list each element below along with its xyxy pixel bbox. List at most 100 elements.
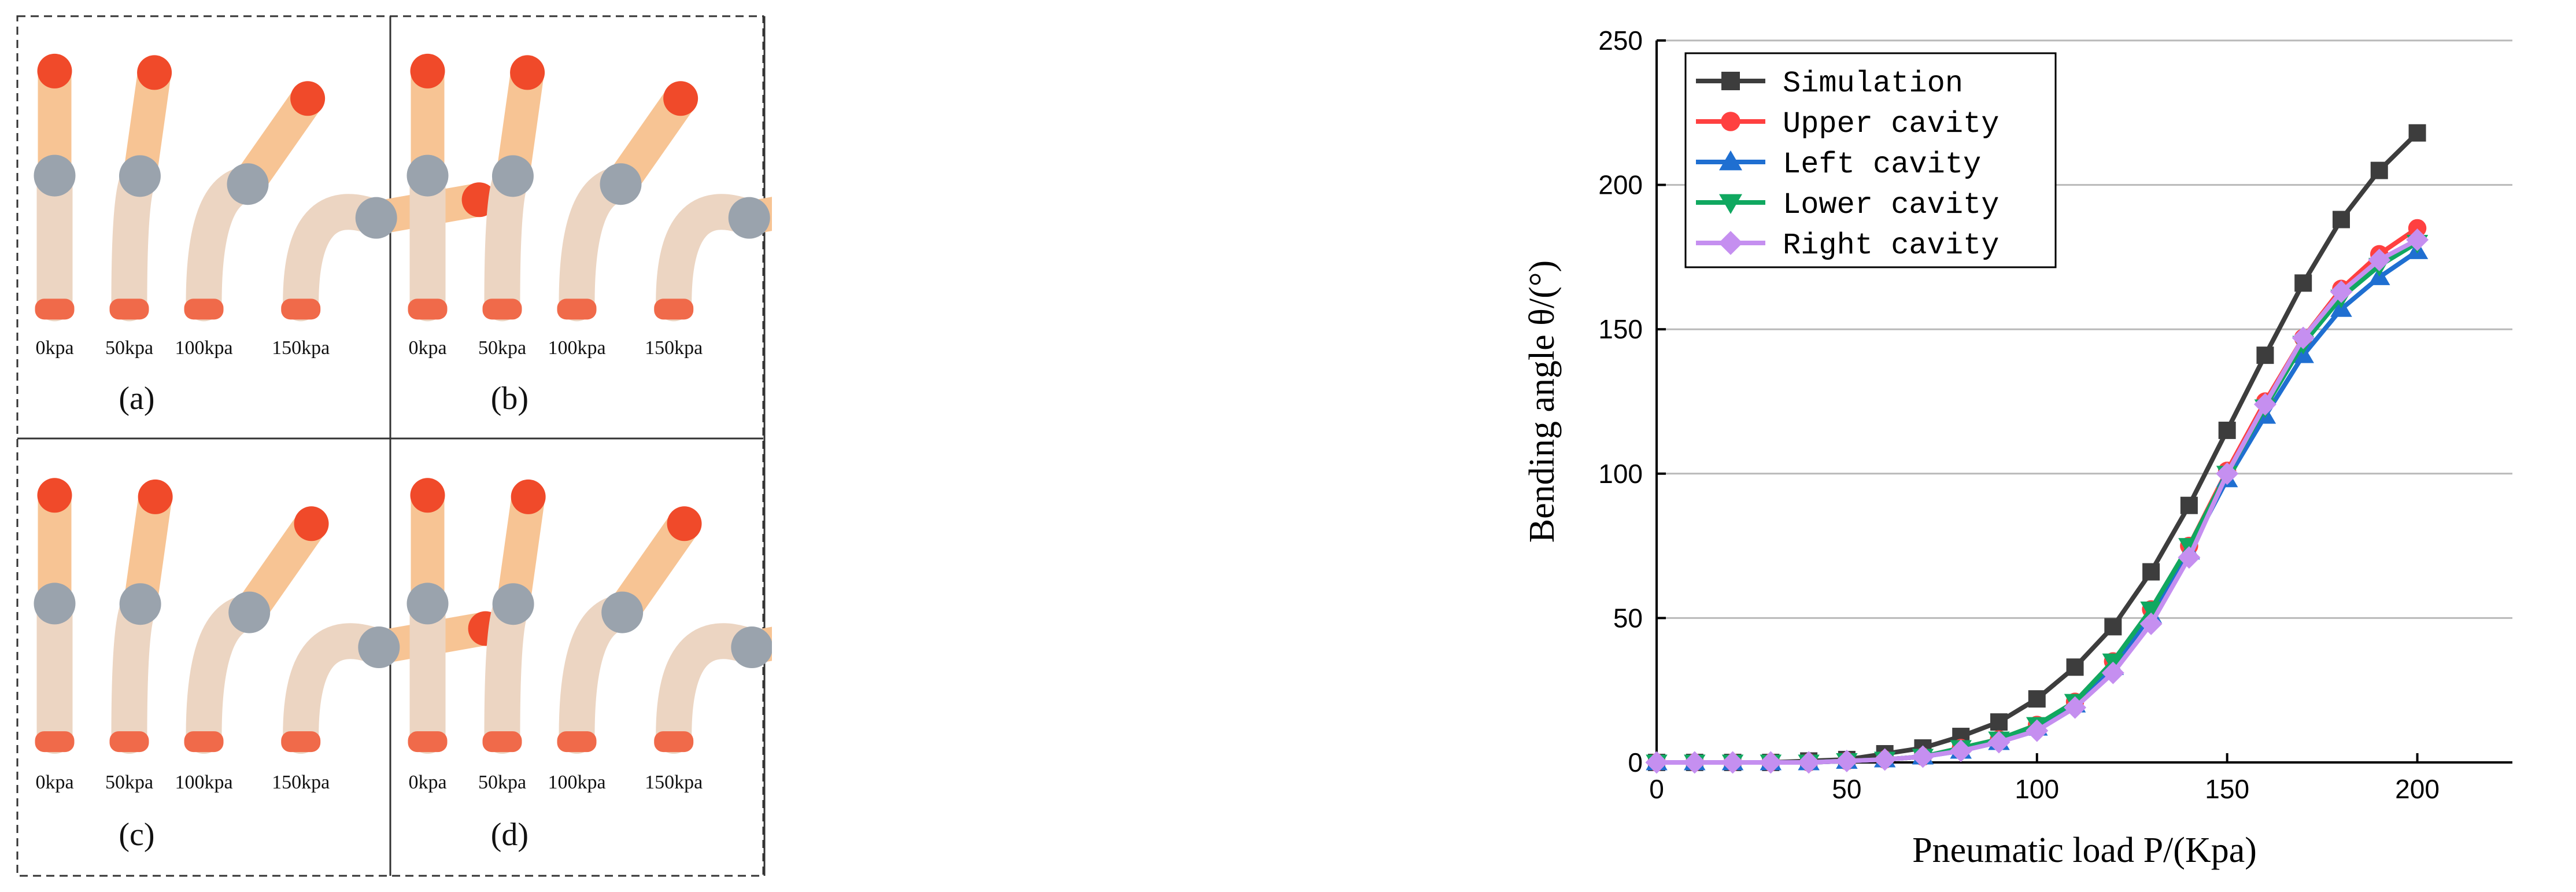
soft-finger xyxy=(406,53,449,322)
y-tick-label: 250 xyxy=(1598,25,1643,56)
soft-finger xyxy=(281,182,497,322)
y-tick-label: 150 xyxy=(1598,314,1643,344)
data-point-diamond xyxy=(1759,751,1782,774)
y-tick-label: 0 xyxy=(1628,747,1643,777)
legend-label: Lower cavity xyxy=(1783,188,1999,222)
data-point-diamond xyxy=(1835,750,1858,773)
finger-photo-figure: 0kpa 50kpa 100kpa 150kpa (a) 0kpa 50kpa 100kpa 1… xyxy=(0,0,772,892)
legend-label: Left cavity xyxy=(1783,148,1981,182)
soft-finger xyxy=(109,55,172,322)
series-line xyxy=(1657,226,2419,765)
data-point-diamond xyxy=(1949,739,1972,762)
finger-base xyxy=(281,298,321,320)
pressure-label: 0kpa xyxy=(408,337,446,359)
pressure-label: 50kpa xyxy=(478,337,526,359)
data-point-triangle-down xyxy=(2140,601,2162,621)
data-point-diamond xyxy=(1645,751,1668,774)
data-point-square xyxy=(1990,713,2008,731)
panel-label: (c) xyxy=(119,817,154,853)
data-point-circle xyxy=(2408,219,2427,238)
pressure-label: 0kpa xyxy=(35,772,73,793)
data-point-diamond xyxy=(2253,393,2276,416)
series-line xyxy=(1657,237,2419,765)
data-point-square xyxy=(2256,347,2274,364)
finger-base xyxy=(557,731,597,753)
finger-base xyxy=(184,298,224,320)
data-point-diamond xyxy=(2406,228,2429,251)
data-point-square xyxy=(1721,72,1740,90)
pressure-label: 150kpa xyxy=(645,337,703,359)
finger-connector xyxy=(406,154,449,197)
pressure-label: 100kpa xyxy=(175,337,232,359)
legend-label: Simulation xyxy=(1783,67,1963,101)
data-point-square xyxy=(2294,274,2312,292)
finger-base xyxy=(35,731,75,753)
y-tick-label: 50 xyxy=(1613,603,1643,633)
finger-base xyxy=(482,731,522,753)
pressure-label: 100kpa xyxy=(548,337,605,359)
finger-connector xyxy=(228,591,271,633)
data-point-square xyxy=(2142,563,2160,581)
soft-finger xyxy=(482,55,545,322)
pressure-label: 150kpa xyxy=(272,772,330,793)
data-point-diamond xyxy=(1987,731,2010,754)
legend: Simulation Upper cavity Left cavity Lower c… xyxy=(1684,52,2057,268)
finger-connector xyxy=(731,626,772,669)
data-point-circle xyxy=(1721,112,1740,131)
finger-connector xyxy=(728,197,770,239)
soft-finger xyxy=(557,506,702,754)
x-axis-title: Pneumatic load P/(Kpa) xyxy=(1912,831,2257,870)
pressure-label: 100kpa xyxy=(175,772,232,793)
legend-label: Right cavity xyxy=(1783,228,1999,263)
data-point-diamond xyxy=(2178,546,2201,569)
finger-base xyxy=(557,298,597,320)
y-tick-label: 100 xyxy=(1598,459,1643,489)
finger-tip xyxy=(37,478,72,513)
finger-tip xyxy=(667,506,702,541)
panel-label: (a) xyxy=(119,381,154,416)
x-tick-label: 200 xyxy=(2395,774,2440,804)
finger-connector xyxy=(492,583,534,625)
finger-tip xyxy=(410,478,445,513)
photo-panel-a: 0kpa 50kpa 100kpa 150kpa (a) xyxy=(34,53,497,416)
soft-finger xyxy=(34,478,76,754)
chart-canvas: 0 50 100 150 200 0 50 100 150 200 250 Pneumatic loa… xyxy=(1522,25,2512,870)
finger-connector xyxy=(358,626,400,669)
data-point-square xyxy=(2104,618,2122,636)
finger-tip xyxy=(663,81,698,116)
finger-base xyxy=(654,298,694,320)
soft-finger xyxy=(654,623,772,754)
pressure-label: 0kpa xyxy=(35,337,73,359)
data-point-square xyxy=(2408,124,2426,142)
finger-tip xyxy=(137,55,172,90)
finger-connector xyxy=(600,163,642,205)
finger-tip xyxy=(294,506,329,541)
finger-base xyxy=(654,731,694,753)
data-point-diamond xyxy=(1718,231,1743,255)
x-tick-label: 100 xyxy=(2015,774,2059,804)
soft-finger xyxy=(406,478,449,754)
finger-base xyxy=(109,731,149,753)
data-point-diamond xyxy=(2101,661,2124,684)
finger-connector xyxy=(491,155,534,197)
finger-base xyxy=(482,298,522,320)
soft-finger xyxy=(557,81,698,322)
finger-connector xyxy=(119,155,161,197)
finger-connector xyxy=(601,591,644,633)
data-point-diamond xyxy=(1911,745,1934,768)
finger-photo-grid: 0kpa 50kpa 100kpa 150kpa (a) 0kpa 50kpa 100kpa 1… xyxy=(16,15,772,877)
finger-base xyxy=(408,298,448,320)
data-point-square xyxy=(2180,496,2198,514)
series-right-cavity xyxy=(1645,228,2429,774)
finger-tip xyxy=(138,479,173,514)
series-line xyxy=(1657,241,2419,765)
data-point-diamond xyxy=(2292,326,2315,349)
x-tick-label: 150 xyxy=(2205,774,2249,804)
bending-angle-chart: 0 50 100 150 200 0 50 100 150 200 250 Pneumatic loa… xyxy=(772,0,2576,892)
pressure-label: 50kpa xyxy=(105,337,153,359)
finger-connector xyxy=(34,154,76,197)
data-point-diamond xyxy=(2139,612,2163,635)
data-point-triangle-up xyxy=(1719,150,1742,171)
finger-connector xyxy=(119,583,161,625)
data-point-square xyxy=(2370,161,2388,179)
